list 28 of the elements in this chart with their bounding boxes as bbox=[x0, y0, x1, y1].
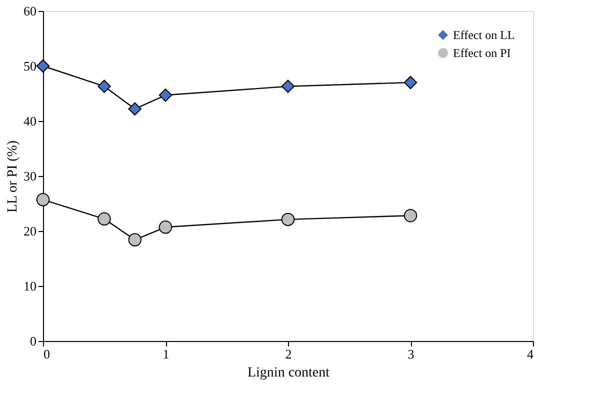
point bbox=[98, 212, 111, 226]
point bbox=[158, 88, 172, 102]
x-axis-title: Lignin content bbox=[247, 366, 330, 380]
point bbox=[281, 80, 295, 93]
x-tick-label: 4 bbox=[527, 346, 534, 362]
point bbox=[36, 193, 50, 206]
point bbox=[158, 220, 172, 234]
y-tick-label: 20 bbox=[24, 224, 36, 238]
point bbox=[281, 212, 295, 226]
x-tick-label: 2 bbox=[285, 346, 292, 362]
x-tick-label: 1 bbox=[162, 346, 170, 362]
point bbox=[128, 233, 142, 246]
point bbox=[404, 208, 418, 222]
legend-label: Effect on LL bbox=[453, 28, 515, 42]
point bbox=[404, 76, 418, 90]
y-tick-label: 50 bbox=[24, 58, 36, 74]
x-tick-label: 3 bbox=[408, 346, 414, 362]
y-tick-label: 60 bbox=[24, 4, 36, 18]
y-tick-label: 10 bbox=[24, 278, 36, 294]
legend-label: Effect on PI bbox=[453, 46, 511, 60]
y-axis-title: LL or PI (%) bbox=[6, 140, 20, 213]
point bbox=[128, 102, 142, 116]
x-tick-label: 0 bbox=[44, 346, 50, 362]
y-tick-label: 0 bbox=[30, 334, 36, 348]
point bbox=[36, 59, 50, 73]
y-tick-label: 40 bbox=[24, 114, 36, 128]
y-tick-label: 30 bbox=[24, 168, 36, 184]
point bbox=[98, 80, 111, 93]
